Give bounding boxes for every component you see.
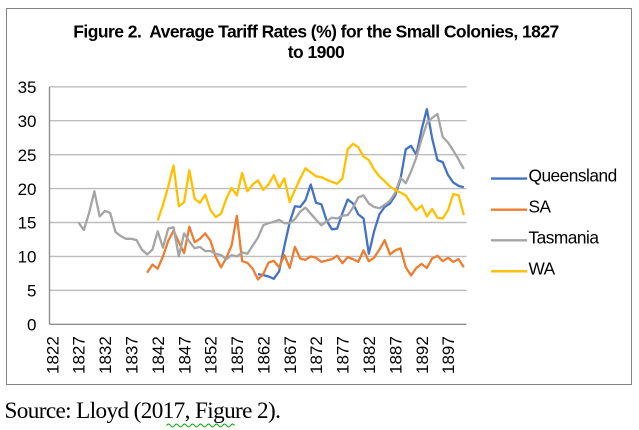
svg-text:1867: 1867: [281, 336, 300, 374]
svg-text:5: 5: [27, 282, 36, 301]
svg-text:35: 35: [18, 78, 37, 97]
svg-text:1822: 1822: [43, 336, 62, 374]
svg-text:25: 25: [18, 146, 37, 165]
svg-text:1872: 1872: [307, 336, 326, 374]
svg-text:1857: 1857: [228, 336, 247, 374]
svg-text:0: 0: [27, 316, 36, 335]
svg-text:Tasmania: Tasmania: [529, 227, 600, 247]
svg-text:15: 15: [18, 214, 37, 233]
svg-text:1892: 1892: [413, 336, 432, 374]
svg-text:1827: 1827: [70, 336, 89, 374]
svg-text:10: 10: [18, 248, 37, 267]
svg-text:to 1900: to 1900: [288, 42, 345, 62]
svg-text:Queensland: Queensland: [529, 166, 617, 186]
svg-text:20: 20: [18, 180, 37, 199]
svg-text:30: 30: [18, 112, 37, 131]
svg-text:Source: Lloyd (2017, Figure 2): Source: Lloyd (2017, Figure 2).: [5, 398, 281, 424]
svg-text:1852: 1852: [202, 336, 221, 374]
svg-text:Figure 2. Average Tariff Rate: Figure 2. Average Tariff Rates (%) for t…: [73, 21, 558, 41]
svg-text:1837: 1837: [123, 336, 142, 374]
svg-text:1832: 1832: [96, 336, 115, 374]
svg-text:1882: 1882: [360, 336, 379, 374]
svg-text:1877: 1877: [334, 336, 353, 374]
svg-text:SA: SA: [529, 197, 552, 217]
svg-text:1887: 1887: [386, 336, 405, 374]
svg-text:1862: 1862: [254, 336, 273, 374]
svg-text:1897: 1897: [439, 336, 458, 374]
svg-text:1842: 1842: [149, 336, 168, 374]
svg-text:WA: WA: [529, 258, 556, 278]
svg-text:1847: 1847: [175, 336, 194, 374]
